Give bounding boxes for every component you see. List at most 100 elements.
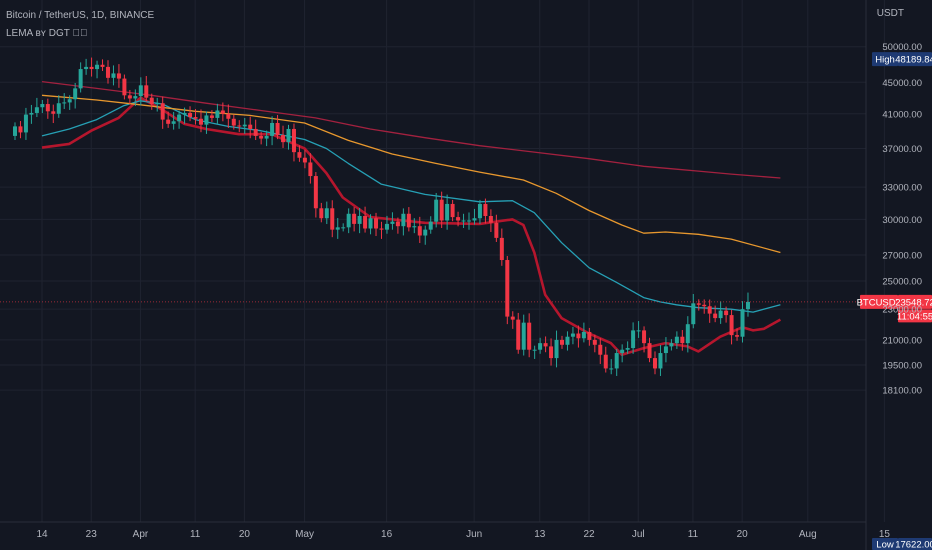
- candle-body: [324, 208, 329, 219]
- candle-body: [237, 125, 242, 127]
- candle-body: [560, 339, 564, 345]
- candle-body: [439, 199, 444, 221]
- candle-body: [29, 112, 34, 115]
- candle-body: [220, 110, 225, 114]
- candle-body: [319, 208, 324, 219]
- y-tick-label: 27000.00: [882, 250, 922, 261]
- low-value: 17622.00: [895, 538, 932, 550]
- candle-body: [691, 303, 696, 325]
- candle-body: [45, 104, 50, 112]
- candle-body: [565, 336, 570, 345]
- x-tick-label: 22: [583, 529, 595, 540]
- high-tag-text: High: [875, 55, 895, 66]
- candle-body: [138, 85, 143, 97]
- candle-body: [127, 95, 132, 99]
- candle-body: [23, 114, 28, 133]
- candle-body: [598, 344, 603, 355]
- candle-body: [532, 349, 537, 351]
- candle-body: [718, 310, 723, 319]
- axis-unit-label: USDT: [876, 8, 904, 19]
- high-value-bg: [898, 52, 932, 67]
- time-axis: 14 23 Apr 11 20 May 16 Jun 13 22 Jul 11 20 Aug 15: [36, 529, 890, 540]
- y-tick-label: 33000.00: [882, 183, 922, 194]
- candle-body: [570, 333, 575, 337]
- candle-body: [680, 336, 685, 344]
- candle-body: [505, 260, 510, 317]
- low-tag-text: Low: [876, 540, 894, 550]
- candle-body: [745, 301, 750, 310]
- candle-body: [231, 118, 236, 126]
- candle-body: [379, 228, 384, 230]
- x-tick-label: 20: [737, 529, 749, 540]
- candle-body: [160, 103, 165, 120]
- candle-body: [510, 316, 515, 320]
- candle-body: [702, 304, 707, 307]
- candle-body: [390, 221, 395, 224]
- lema-line-0: [41, 96, 782, 356]
- candle-body: [198, 118, 203, 125]
- candle-body: [412, 226, 417, 228]
- candle-body: [499, 237, 504, 261]
- y-tick-label: 21000.00: [882, 335, 922, 346]
- x-tick-label: 11: [190, 529, 201, 540]
- candle-body: [155, 103, 160, 105]
- candle-body: [642, 330, 647, 344]
- candle-body: [363, 215, 368, 229]
- candle-body: [13, 126, 17, 136]
- symbol-tag-bg: [860, 294, 898, 309]
- candle-body: [384, 223, 389, 230]
- candle-body: [461, 220, 466, 222]
- candle-body: [133, 96, 138, 99]
- y-tick-label: 25000.00: [882, 276, 922, 287]
- candle-body: [78, 69, 83, 89]
- lema-line-3: [41, 80, 781, 179]
- candle-body: [253, 128, 258, 136]
- candle-body: [614, 353, 619, 369]
- candle-body: [188, 112, 193, 118]
- high-value-text: 48189.84: [895, 55, 932, 66]
- candle-body: [527, 322, 532, 350]
- candle-body: [264, 135, 269, 139]
- candle-body: [281, 135, 286, 143]
- candle-body: [543, 343, 548, 347]
- candle-body: [40, 104, 45, 108]
- x-tick-label: 23: [86, 529, 98, 540]
- candle-body: [729, 315, 734, 336]
- candle-body: [707, 306, 712, 314]
- indicator-title[interactable]: LEMA ʙʏ DGT ⃤⃤: [6, 28, 88, 39]
- low-value-text: 17622.00: [895, 540, 932, 550]
- candle-body: [84, 66, 89, 70]
- candle-body: [259, 135, 264, 139]
- candle-body: [374, 218, 379, 229]
- candle-body: [428, 221, 433, 230]
- symbol-title[interactable]: Bitcoin / TetherUS, 1D, BINANCE: [6, 10, 155, 21]
- candle-body: [647, 343, 652, 359]
- candle-body: [581, 331, 586, 339]
- candle-body: [401, 213, 406, 227]
- candle-body: [34, 107, 39, 113]
- candle-body: [226, 113, 231, 119]
- candle-body: [341, 227, 346, 229]
- candle-body: [346, 213, 351, 228]
- candle-body: [494, 222, 499, 238]
- candle-body: [685, 324, 690, 344]
- candle-body: [215, 110, 220, 118]
- x-tick-label: 15: [879, 529, 891, 540]
- candle-body: [620, 349, 625, 354]
- candle-body: [696, 303, 701, 305]
- candle-body: [406, 213, 411, 228]
- grid: [0, 0, 885, 550]
- candle-body: [204, 115, 209, 125]
- last-value-text: 23548.72: [895, 297, 932, 308]
- last-value-bg: [898, 294, 932, 309]
- x-tick-label: 11: [688, 529, 699, 540]
- candle-body: [51, 111, 56, 114]
- candle-body: [450, 203, 455, 218]
- candle-body: [434, 199, 439, 222]
- candle-body: [592, 339, 597, 345]
- lema-line-1: [41, 100, 781, 313]
- low-value-bg: [898, 538, 932, 550]
- x-tick-label: Jun: [466, 529, 482, 540]
